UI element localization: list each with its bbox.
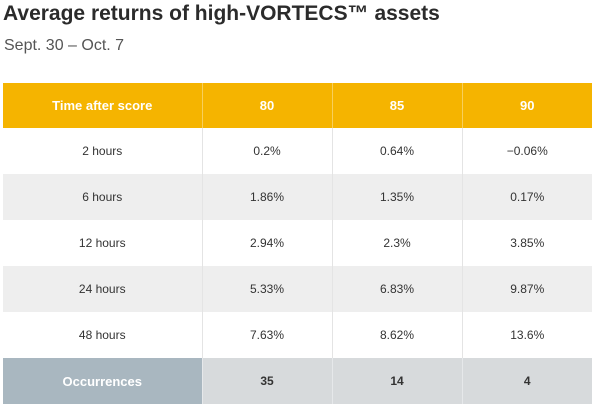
table-cell: 0.2% xyxy=(202,128,333,174)
table-cell: 6.83% xyxy=(332,266,463,312)
table-cell: 3.85% xyxy=(462,220,592,266)
table-cell: 9.87% xyxy=(462,266,592,312)
header-time-after-score: Time after score xyxy=(3,83,203,128)
table-cell: 1.35% xyxy=(332,174,463,220)
row-label: 24 hours xyxy=(3,266,203,312)
table-row: 24 hours 5.33% 6.83% 9.87% xyxy=(3,266,592,312)
row-label: 48 hours xyxy=(3,312,203,358)
row-label: 2 hours xyxy=(3,128,203,174)
occurrences-label: Occurrences xyxy=(3,358,203,404)
chart-title: Average returns of high-VORTECS™ assets xyxy=(3,2,440,25)
row-label: 6 hours xyxy=(3,174,203,220)
table-cell: 0.17% xyxy=(462,174,592,220)
table-cell: 1.86% xyxy=(202,174,333,220)
table-row: 12 hours 2.94% 2.3% 3.85% xyxy=(3,220,592,266)
header-score-80: 80 xyxy=(202,83,333,128)
table-cell: 5.33% xyxy=(202,266,333,312)
occurrences-85: 14 xyxy=(332,358,463,404)
header-row: Time after score 80 85 90 xyxy=(3,83,592,128)
table-header: Time after score 80 85 90 xyxy=(3,83,592,128)
table-cell: 2.3% xyxy=(332,220,463,266)
table-row: 48 hours 7.63% 8.62% 13.6% xyxy=(3,312,592,358)
table-footer: Occurrences 35 14 4 xyxy=(3,358,592,404)
occurrences-80: 35 xyxy=(202,358,333,404)
table-cell: 0.64% xyxy=(332,128,463,174)
table-row: 6 hours 1.86% 1.35% 0.17% xyxy=(3,174,592,220)
table-cell: 7.63% xyxy=(202,312,333,358)
occurrences-90: 4 xyxy=(462,358,592,404)
occurrences-row: Occurrences 35 14 4 xyxy=(3,358,592,404)
table-body: 2 hours 0.2% 0.64% −0.06% 6 hours 1.86% … xyxy=(3,128,592,358)
table-row: 2 hours 0.2% 0.64% −0.06% xyxy=(3,128,592,174)
row-label: 12 hours xyxy=(3,220,203,266)
header-score-85: 85 xyxy=(332,83,463,128)
returns-table: Time after score 80 85 90 2 hours 0.2% 0… xyxy=(3,83,592,404)
table-cell: 2.94% xyxy=(202,220,333,266)
chart-subtitle: Sept. 30 – Oct. 7 xyxy=(4,37,125,54)
header-score-90: 90 xyxy=(462,83,592,128)
table-cell: −0.06% xyxy=(462,128,592,174)
table-cell: 13.6% xyxy=(462,312,592,358)
table-cell: 8.62% xyxy=(332,312,463,358)
